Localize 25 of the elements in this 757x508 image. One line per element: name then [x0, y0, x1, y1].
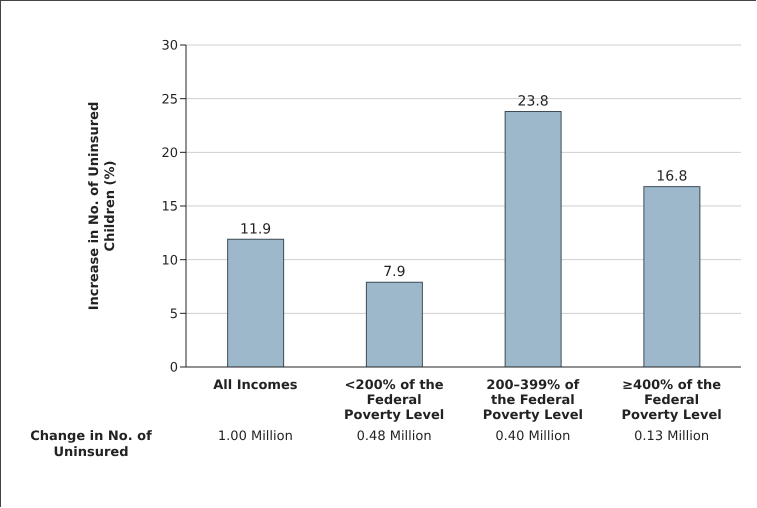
y-tick-label: 5 [170, 306, 178, 322]
y-tick-label: 15 [161, 200, 178, 215]
y-axis-title: Increase in No. of Uninsured Children (%) [87, 102, 118, 310]
x-tick-label: 200–399% of the Federal Poverty Level [482, 378, 583, 423]
x-tick-label: <200% of the Federal Poverty Level [344, 378, 444, 423]
bar [366, 282, 423, 367]
text: 0.13 Million [633, 429, 710, 445]
bar [227, 238, 284, 367]
data-label: 23.8 [518, 94, 549, 110]
x-tick-label: ≥400% of the Federal Poverty Level [622, 378, 722, 423]
y-tick-label: 10 [161, 253, 178, 268]
y-tick-label: 20 [161, 146, 178, 161]
text: 0.40 Million [494, 429, 572, 445]
bar [643, 186, 700, 367]
y-tick-label: 30 [161, 38, 178, 54]
x-tick-label: All Incomes [213, 378, 298, 393]
bar [504, 111, 562, 367]
data-label: 11.9 [240, 221, 272, 238]
text: Change in No. of Uninsured [29, 429, 153, 461]
data-label: 16.8 [656, 168, 688, 185]
data-label: 7.9 [383, 264, 406, 280]
text: 1.00 Million [216, 429, 294, 445]
y-tick-label: 25 [161, 92, 178, 108]
text: 0.48 Million [356, 429, 433, 445]
y-tick-label: 0 [170, 360, 178, 376]
